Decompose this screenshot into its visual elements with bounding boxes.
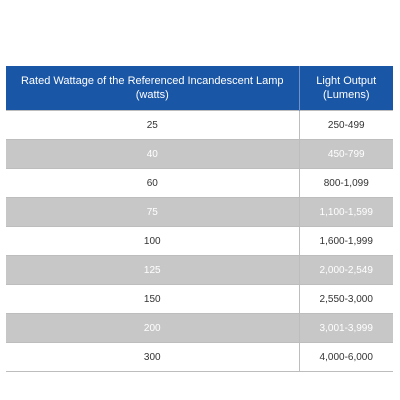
table-row: 300 4,000-6,000 — [6, 342, 393, 372]
table-row: 60 800-1,099 — [6, 168, 393, 198]
header-light-output: Light Output (Lumens) — [299, 66, 393, 111]
lumens-cell: 450-799 — [299, 139, 393, 169]
table-row: 40 450-799 — [6, 139, 393, 169]
table-header-row: Rated Wattage of the Referenced Incandes… — [6, 66, 393, 111]
lumens-cell: 2,000-2,549 — [299, 255, 393, 285]
lumens-table: Rated Wattage of the Referenced Incandes… — [6, 66, 393, 372]
table-row: 100 1,600-1,999 — [6, 226, 393, 256]
wattage-cell: 150 — [6, 284, 300, 314]
wattage-cell: 125 — [6, 255, 300, 285]
wattage-cell: 75 — [6, 197, 300, 227]
table-row: 25 250-499 — [6, 110, 393, 140]
wattage-cell: 100 — [6, 226, 300, 256]
lumens-cell: 2,550-3,000 — [299, 284, 393, 314]
table-row: 75 1,100-1,599 — [6, 197, 393, 227]
lumens-cell: 4,000-6,000 — [299, 342, 393, 372]
wattage-cell: 60 — [6, 168, 300, 198]
table-row: 150 2,550-3,000 — [6, 284, 393, 314]
wattage-cell: 200 — [6, 313, 300, 343]
lumens-cell: 800-1,099 — [299, 168, 393, 198]
wattage-cell: 40 — [6, 139, 300, 169]
lumens-cell: 1,100-1,599 — [299, 197, 393, 227]
lumens-cell: 1,600-1,999 — [299, 226, 393, 256]
wattage-cell: 25 — [6, 110, 300, 140]
table-row: 200 3,001-3,999 — [6, 313, 393, 343]
table-row: 125 2,000-2,549 — [6, 255, 393, 285]
lumens-cell: 3,001-3,999 — [299, 313, 393, 343]
header-wattage: Rated Wattage of the Referenced Incandes… — [6, 66, 300, 111]
wattage-cell: 300 — [6, 342, 300, 372]
lumens-cell: 250-499 — [299, 110, 393, 140]
